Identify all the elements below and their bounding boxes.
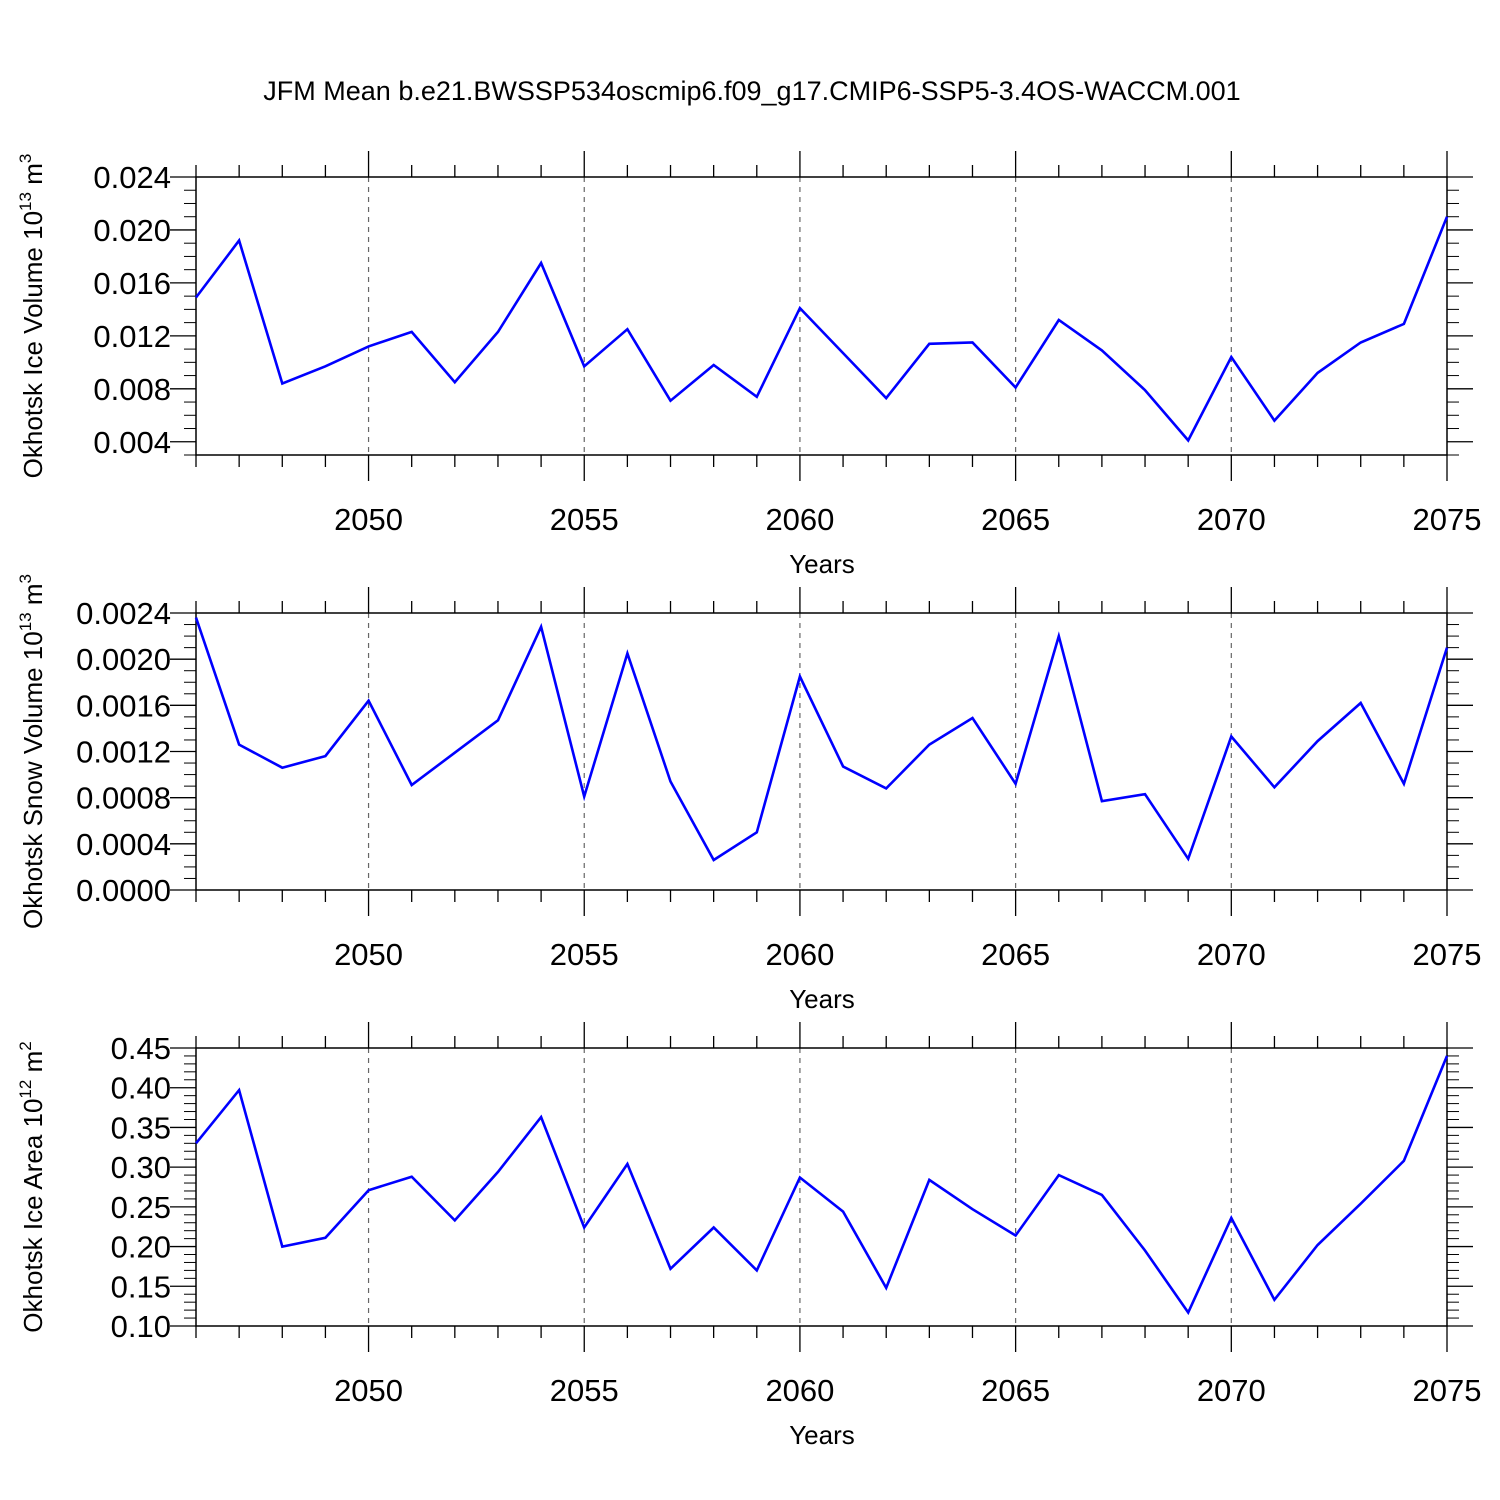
chart-panel-1: 0.004 0.008 0.012 0.016 0.020 0.024 2050 2055 20… — [16, 151, 1481, 579]
y-tick-label: 0.45 — [111, 1031, 171, 1066]
y-tick-label: 0.0000 — [76, 873, 171, 908]
y-axis-label: Okhotsk Snow Volume 1013 m3 — [16, 574, 48, 929]
series-line — [194, 1055, 1449, 1316]
x-axis-label: Years — [789, 1420, 855, 1450]
y-tick-label: 0.30 — [111, 1150, 171, 1185]
y-tick-label: 0.012 — [93, 319, 171, 354]
x-tick-label: 2075 — [1413, 937, 1482, 972]
y-tick-label: 0.40 — [111, 1071, 171, 1106]
y-tick-label: 0.016 — [93, 266, 171, 301]
y-tick-label: 0.020 — [93, 213, 171, 248]
panels: 0.004 0.008 0.012 0.016 0.020 0.024 2050 2055 20… — [16, 151, 1481, 1450]
y-tick-label: 0.20 — [111, 1230, 171, 1265]
y-tick-label: 0.0016 — [76, 688, 171, 723]
y-tick-label: 0.004 — [93, 425, 171, 460]
x-tick-label: 2060 — [765, 502, 834, 537]
plot-frame — [195, 1047, 1448, 1327]
y-tick-label: 0.008 — [93, 372, 171, 407]
y-tick-label: 0.0024 — [76, 596, 171, 631]
y-tick-label: 0.0008 — [76, 781, 171, 816]
y-tick-label: 0.15 — [111, 1269, 171, 1304]
series-line — [194, 617, 1449, 862]
y-axis-label: Okhotsk Ice Volume 1013 m3 — [16, 154, 48, 479]
y-tick-label: 0.0012 — [76, 735, 171, 770]
x-tick-label: 2070 — [1197, 502, 1266, 537]
figure-title: JFM Mean b.e21.BWSSP534oscmip6.f09_g17.C… — [263, 76, 1240, 106]
y-tick-label: 0.0004 — [76, 827, 171, 862]
x-tick-label: 2075 — [1413, 1373, 1482, 1408]
x-tick-label: 2055 — [550, 502, 619, 537]
x-tick-label: 2070 — [1197, 1373, 1266, 1408]
y-tick-label: 0.0020 — [76, 642, 171, 677]
y-tick-label: 0.024 — [93, 160, 171, 195]
series-line — [194, 216, 1449, 443]
x-tick-label: 2050 — [334, 937, 403, 972]
y-axis-label: Okhotsk Ice Area 1012 m2 — [16, 1041, 48, 1332]
x-axis-label: Years — [789, 549, 855, 579]
x-tick-label: 2065 — [981, 937, 1050, 972]
x-tick-label: 2065 — [981, 1373, 1050, 1408]
x-tick-label: 2075 — [1413, 502, 1482, 537]
chart-panel-3: 0.10 0.15 0.20 0.25 0.30 0.35 0.40 0.45 2050 2055… — [16, 1022, 1481, 1450]
x-tick-label: 2070 — [1197, 937, 1266, 972]
y-tick-label: 0.25 — [111, 1190, 171, 1225]
x-tick-label: 2055 — [550, 937, 619, 972]
x-tick-label: 2055 — [550, 1373, 619, 1408]
x-tick-label: 2065 — [981, 502, 1050, 537]
x-axis-label: Years — [789, 984, 855, 1014]
y-tick-label: 0.10 — [111, 1309, 171, 1344]
plot-frame — [195, 612, 1448, 891]
chart-panel-2: 0.0000 0.0004 0.0008 0.0012 0.0016 0.0020 0.00… — [16, 574, 1481, 1014]
x-tick-label: 2060 — [765, 1373, 834, 1408]
y-tick-label: 0.35 — [111, 1110, 171, 1145]
plot-frame — [195, 176, 1448, 456]
x-tick-label: 2050 — [334, 1373, 403, 1408]
x-tick-label: 2050 — [334, 502, 403, 537]
x-tick-label: 2060 — [765, 937, 834, 972]
